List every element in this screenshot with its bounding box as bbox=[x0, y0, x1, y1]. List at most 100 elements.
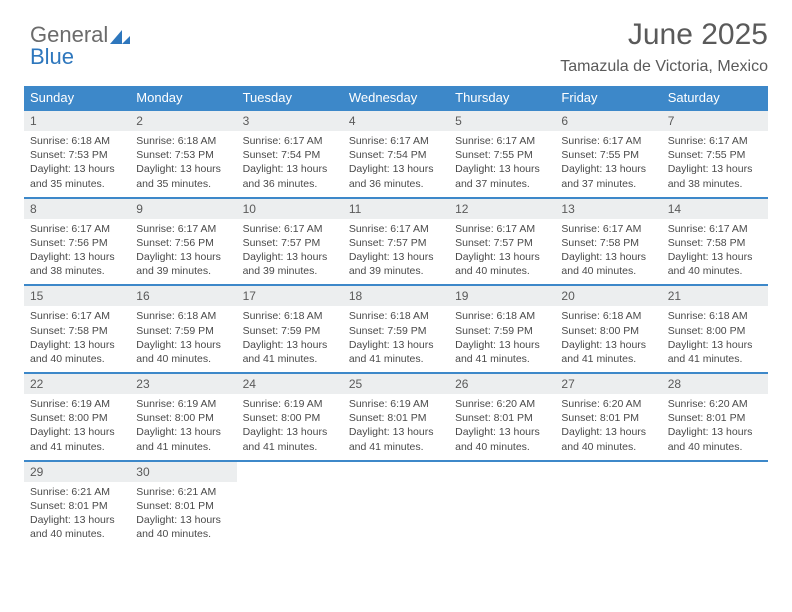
day-number: 2 bbox=[130, 111, 236, 131]
day-info: Sunrise: 6:17 AMSunset: 7:58 PMDaylight:… bbox=[24, 306, 130, 372]
calendar-row: 22Sunrise: 6:19 AMSunset: 8:00 PMDayligh… bbox=[24, 373, 768, 461]
sunrise-label: Sunrise: 6:19 AM bbox=[349, 398, 429, 410]
sunset-label: Sunset: 7:55 PM bbox=[455, 149, 533, 161]
day-info: Sunrise: 6:21 AMSunset: 8:01 PMDaylight:… bbox=[130, 482, 236, 548]
calendar-cell: 16Sunrise: 6:18 AMSunset: 7:59 PMDayligh… bbox=[130, 285, 236, 373]
calendar-cell: 10Sunrise: 6:17 AMSunset: 7:57 PMDayligh… bbox=[237, 198, 343, 286]
sunrise-label: Sunrise: 6:17 AM bbox=[30, 310, 110, 322]
day-number: 16 bbox=[130, 286, 236, 306]
day-number: 12 bbox=[449, 199, 555, 219]
sunrise-label: Sunrise: 6:18 AM bbox=[455, 310, 535, 322]
weekday-header: Saturday bbox=[662, 86, 768, 110]
weekday-header: Tuesday bbox=[237, 86, 343, 110]
day-number: 8 bbox=[24, 199, 130, 219]
daylight-label: Daylight: 13 hours and 41 minutes. bbox=[561, 339, 646, 365]
sunset-label: Sunset: 7:55 PM bbox=[561, 149, 639, 161]
sunrise-label: Sunrise: 6:18 AM bbox=[136, 310, 216, 322]
daylight-label: Daylight: 13 hours and 38 minutes. bbox=[30, 251, 115, 277]
day-number: 14 bbox=[662, 199, 768, 219]
daylight-label: Daylight: 13 hours and 40 minutes. bbox=[561, 426, 646, 452]
daylight-label: Daylight: 13 hours and 35 minutes. bbox=[136, 163, 221, 189]
day-info: Sunrise: 6:17 AMSunset: 7:54 PMDaylight:… bbox=[237, 131, 343, 197]
daylight-label: Daylight: 13 hours and 40 minutes. bbox=[136, 339, 221, 365]
weekday-header: Thursday bbox=[449, 86, 555, 110]
day-number: 4 bbox=[343, 111, 449, 131]
sunset-label: Sunset: 7:59 PM bbox=[349, 325, 427, 337]
daylight-label: Daylight: 13 hours and 37 minutes. bbox=[455, 163, 540, 189]
daylight-label: Daylight: 13 hours and 40 minutes. bbox=[455, 251, 540, 277]
sunset-label: Sunset: 7:57 PM bbox=[349, 237, 427, 249]
sunset-label: Sunset: 8:01 PM bbox=[561, 412, 639, 424]
sunrise-label: Sunrise: 6:19 AM bbox=[136, 398, 216, 410]
daylight-label: Daylight: 13 hours and 39 minutes. bbox=[136, 251, 221, 277]
sunrise-label: Sunrise: 6:20 AM bbox=[561, 398, 641, 410]
daylight-label: Daylight: 13 hours and 41 minutes. bbox=[136, 426, 221, 452]
day-number: 19 bbox=[449, 286, 555, 306]
daylight-label: Daylight: 13 hours and 41 minutes. bbox=[668, 339, 753, 365]
calendar-cell: 23Sunrise: 6:19 AMSunset: 8:00 PMDayligh… bbox=[130, 373, 236, 461]
day-number: 30 bbox=[130, 462, 236, 482]
logo-text-2: Blue bbox=[30, 44, 74, 69]
sunset-label: Sunset: 8:01 PM bbox=[668, 412, 746, 424]
sunrise-label: Sunrise: 6:19 AM bbox=[30, 398, 110, 410]
day-info: Sunrise: 6:17 AM Sunset: 7:55 PM Daylight:… bbox=[449, 131, 555, 197]
calendar-cell: 8Sunrise: 6:17 AMSunset: 7:56 PMDaylight… bbox=[24, 198, 130, 286]
calendar-cell: 19Sunrise: 6:18 AMSunset: 7:59 PMDayligh… bbox=[449, 285, 555, 373]
day-number: 10 bbox=[237, 199, 343, 219]
calendar-table: Sunday Monday Tuesday Wednesday Thursday… bbox=[24, 86, 768, 547]
calendar-cell: 11Sunrise: 6:17 AMSunset: 7:57 PMDayligh… bbox=[343, 198, 449, 286]
calendar-cell: 13Sunrise: 6:17 AMSunset: 7:58 PMDayligh… bbox=[555, 198, 661, 286]
day-info: Sunrise: 6:21 AMSunset: 8:01 PMDaylight:… bbox=[24, 482, 130, 548]
calendar-row: 1Sunrise: 6:18 AMSunset: 7:53 PMDaylight… bbox=[24, 110, 768, 198]
sunrise-label: Sunrise: 6:18 AM bbox=[668, 310, 748, 322]
location-label: Tamazula de Victoria, Mexico bbox=[24, 58, 768, 76]
sunset-label: Sunset: 8:01 PM bbox=[349, 412, 427, 424]
weekday-header: Friday bbox=[555, 86, 661, 110]
sunset-label: Sunset: 7:56 PM bbox=[136, 237, 214, 249]
day-info: Sunrise: 6:20 AM Sunset: 8:01 PM Daylight:… bbox=[555, 394, 661, 460]
calendar-cell bbox=[449, 461, 555, 548]
day-info: Sunrise: 6:19 AMSunset: 8:00 PMDaylight:… bbox=[130, 394, 236, 460]
sunrise-label: Sunrise: 6:21 AM bbox=[136, 486, 216, 498]
day-number: 5 bbox=[449, 111, 555, 131]
sunset-label: Sunset: 8:00 PM bbox=[561, 325, 639, 337]
day-number: 24 bbox=[237, 374, 343, 394]
day-info: Sunrise: 6:18 AM Sunset: 7:53 PM Daylight:… bbox=[130, 131, 236, 197]
sunset-label: Sunset: 7:54 PM bbox=[243, 149, 321, 161]
calendar-cell: 14Sunrise: 6:17 AMSunset: 7:58 PMDayligh… bbox=[662, 198, 768, 286]
day-number: 26 bbox=[449, 374, 555, 394]
sunrise-label: Sunrise: 6:17 AM bbox=[243, 135, 323, 147]
daylight-label: Daylight: 13 hours and 38 minutes. bbox=[668, 163, 753, 189]
calendar-cell: 20 Sunrise: 6:18 AM Sunset: 8:00 PM Dayligh… bbox=[555, 285, 661, 373]
calendar-cell: 4Sunrise: 6:17 AMSunset: 7:54 PMDaylight… bbox=[343, 110, 449, 198]
day-info: Sunrise: 6:17 AMSunset: 7:56 PMDaylight:… bbox=[24, 219, 130, 285]
sunrise-label: Sunrise: 6:17 AM bbox=[243, 223, 323, 235]
sunset-label: Sunset: 7:53 PM bbox=[136, 149, 214, 161]
daylight-label: Daylight: 13 hours and 40 minutes. bbox=[668, 426, 753, 452]
calendar-cell: 25Sunrise: 6:19 AMSunset: 8:01 PMDayligh… bbox=[343, 373, 449, 461]
day-number: 13 bbox=[555, 199, 661, 219]
calendar-cell: 18Sunrise: 6:18 AMSunset: 7:59 PMDayligh… bbox=[343, 285, 449, 373]
daylight-label: Daylight: 13 hours and 40 minutes. bbox=[561, 251, 646, 277]
calendar-cell: 22Sunrise: 6:19 AMSunset: 8:00 PMDayligh… bbox=[24, 373, 130, 461]
day-info: Sunrise: 6:18 AMSunset: 7:59 PMDaylight:… bbox=[343, 306, 449, 372]
day-info: Sunrise: 6:17 AMSunset: 7:54 PMDaylight:… bbox=[343, 131, 449, 197]
day-info: Sunrise: 6:17 AMSunset: 7:57 PMDaylight:… bbox=[449, 219, 555, 285]
sunrise-label: Sunrise: 6:18 AM bbox=[561, 310, 641, 322]
calendar-cell: 1Sunrise: 6:18 AMSunset: 7:53 PMDaylight… bbox=[24, 110, 130, 198]
daylight-label: Daylight: 13 hours and 39 minutes. bbox=[243, 251, 328, 277]
calendar-row: 8 Sunrise: 6:17 AM Sunset: 7:56 PM Daylight… bbox=[24, 198, 768, 286]
sunrise-label: Sunrise: 6:17 AM bbox=[136, 223, 216, 235]
day-info: Sunrise: 6:20 AMSunset: 8:01 PMDaylight:… bbox=[449, 394, 555, 460]
day-info: Sunrise: 6:17 AM Sunset: 7:56 PM Daylight:… bbox=[130, 219, 236, 285]
day-number: 9 bbox=[130, 199, 236, 219]
day-number: 21 bbox=[662, 286, 768, 306]
calendar-cell: 26Sunrise: 6:20 AMSunset: 8:01 PMDayligh… bbox=[449, 373, 555, 461]
calendar-cell bbox=[343, 461, 449, 548]
day-info: Sunrise: 6:17 AMSunset: 7:55 PMDaylight:… bbox=[555, 131, 661, 197]
sunrise-label: Sunrise: 6:18 AM bbox=[136, 135, 216, 147]
day-number: 20 bbox=[555, 286, 661, 306]
day-number: 6 bbox=[555, 111, 661, 131]
daylight-label: Daylight: 13 hours and 39 minutes. bbox=[349, 251, 434, 277]
sunrise-label: Sunrise: 6:17 AM bbox=[455, 135, 535, 147]
